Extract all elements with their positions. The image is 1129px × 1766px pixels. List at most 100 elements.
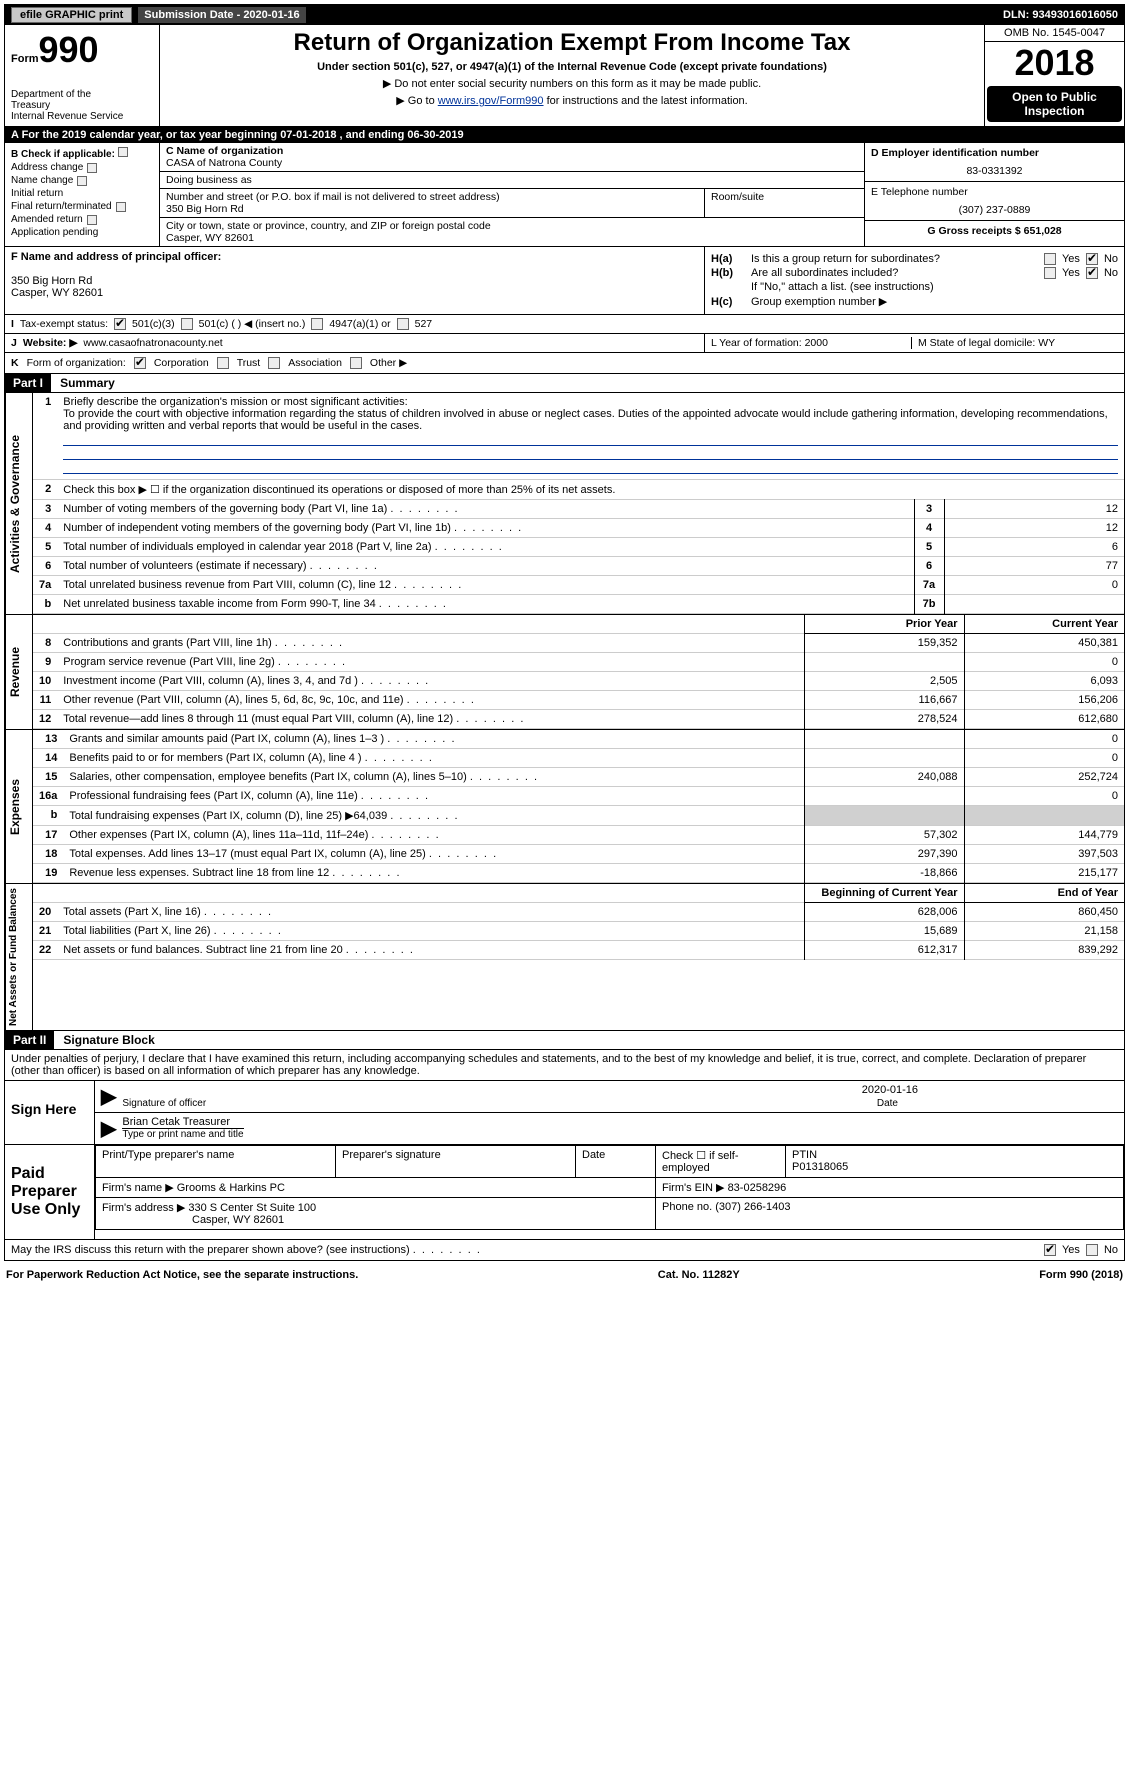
- sig-date-value: 2020-01-16: [122, 1084, 1118, 1098]
- net-assets-block: Net Assets or Fund Balances Beginning of…: [5, 884, 1124, 1031]
- check-initial-return[interactable]: Initial return: [11, 188, 153, 199]
- table-row: 10Investment income (Part VIII, column (…: [33, 672, 1124, 691]
- officer-addr-2: Casper, WY 82601: [11, 287, 698, 299]
- check-address-change[interactable]: Address change: [11, 162, 153, 173]
- table-row: 12Total revenue—add lines 8 through 11 (…: [33, 710, 1124, 729]
- paid-preparer-label: Paid Preparer Use Only: [5, 1145, 95, 1239]
- table-row: 19Revenue less expenses. Subtract line 1…: [33, 864, 1124, 883]
- activities-governance-block: Activities & Governance 1 Briefly descri…: [5, 393, 1124, 615]
- section-fh: F Name and address of principal officer:…: [5, 247, 1124, 315]
- tax-year: 2018: [985, 42, 1124, 84]
- header-right: OMB No. 1545-0047 2018 Open to Public In…: [984, 25, 1124, 126]
- state-domicile: M State of legal domicile: WY: [911, 337, 1118, 349]
- table-row: 4Number of independent voting members of…: [33, 519, 1124, 538]
- check-final-return[interactable]: Final return/terminated: [11, 201, 153, 212]
- table-row: 15Salaries, other compensation, employee…: [33, 768, 1124, 787]
- net-assets-table: Beginning of Current Year End of Year 20…: [33, 884, 1124, 960]
- topbar: efile GRAPHIC print Submission Date - 20…: [5, 5, 1124, 25]
- submission-date: Submission Date - 2020-01-16: [138, 7, 305, 23]
- ein-value: 83-0331392: [871, 165, 1118, 177]
- dln: DLN: 93493016016050: [997, 7, 1124, 23]
- firm-ein: 83-0258296: [728, 1182, 787, 1194]
- discuss-yesno[interactable]: Yes No: [1044, 1244, 1118, 1256]
- dept-line-3: Internal Revenue Service: [11, 111, 153, 122]
- check-corporation[interactable]: [134, 357, 146, 369]
- column-f: F Name and address of principal officer:…: [5, 247, 704, 314]
- irs-link[interactable]: www.irs.gov/Form990: [438, 95, 544, 107]
- form-subtitle: Under section 501(c), 527, or 4947(a)(1)…: [166, 61, 978, 73]
- table-row: bNet unrelated business taxable income f…: [33, 595, 1124, 614]
- table-row: 9Program service revenue (Part VIII, lin…: [33, 653, 1124, 672]
- expenses-table: 13Grants and similar amounts paid (Part …: [33, 730, 1124, 883]
- discuss-row: May the IRS discuss this return with the…: [5, 1240, 1124, 1260]
- footer-left: For Paperwork Reduction Act Notice, see …: [6, 1269, 358, 1281]
- footer-right: Form 990 (2018): [1039, 1269, 1123, 1281]
- table-row: 11Other revenue (Part VIII, column (A), …: [33, 691, 1124, 710]
- open-to-public-badge: Open to Public Inspection: [987, 86, 1122, 122]
- ha-yesno[interactable]: Yes No: [1044, 253, 1118, 265]
- expenses-block: Expenses 13Grants and similar amounts pa…: [5, 730, 1124, 884]
- check-527[interactable]: [397, 318, 409, 330]
- check-association[interactable]: [268, 357, 280, 369]
- firm-addr-1: 330 S Center St Suite 100: [188, 1202, 316, 1214]
- check-501c[interactable]: [181, 318, 193, 330]
- form-container: efile GRAPHIC print Submission Date - 20…: [4, 4, 1125, 1261]
- check-amended[interactable]: Amended return: [11, 214, 153, 225]
- header-center: Return of Organization Exempt From Incom…: [160, 25, 984, 126]
- phone-label: E Telephone number: [871, 186, 1118, 198]
- section-bcdeg: B Check if applicable: Address change Na…: [5, 143, 1124, 247]
- note-2: ▶ Go to www.irs.gov/Form990 for instruct…: [166, 94, 978, 107]
- governance-table: 1 Briefly describe the organization's mi…: [33, 393, 1124, 614]
- check-trust[interactable]: [217, 357, 229, 369]
- form-title: Return of Organization Exempt From Incom…: [166, 29, 978, 57]
- check-name-change[interactable]: Name change: [11, 175, 153, 186]
- arrow-icon: ▶: [101, 1116, 116, 1141]
- table-row: 20Total assets (Part X, line 16)628,0068…: [33, 903, 1124, 922]
- firm-addr-2: Casper, WY 82601: [192, 1214, 284, 1226]
- table-row: bTotal fundraising expenses (Part IX, co…: [33, 806, 1124, 826]
- check-4947[interactable]: [311, 318, 323, 330]
- org-name: CASA of Natrona County: [166, 157, 858, 169]
- row-a-tax-year: A For the 2019 calendar year, or tax yea…: [5, 127, 1124, 143]
- officer-addr-1: 350 Big Horn Rd: [11, 275, 698, 287]
- row-k: K Form of organization: Corporation Trus…: [5, 353, 1124, 374]
- preparer-table: Print/Type preparer's name Preparer's si…: [95, 1145, 1124, 1230]
- table-row: 5Total number of individuals employed in…: [33, 538, 1124, 557]
- check-pending[interactable]: Application pending: [11, 227, 153, 238]
- column-c: C Name of organization CASA of Natrona C…: [160, 143, 864, 246]
- city-label: City or town, state or province, country…: [166, 220, 858, 232]
- row-j: J Website: ▶ www.casaofnatronacounty.net…: [5, 334, 1124, 353]
- year-formation: L Year of formation: 2000: [711, 337, 911, 349]
- city-value: Casper, WY 82601: [166, 232, 858, 244]
- header-left: Form990 Department of the Treasury Inter…: [5, 25, 160, 126]
- table-row: 22Net assets or fund balances. Subtract …: [33, 941, 1124, 960]
- officer-name-title: Brian Cetak Treasurer: [122, 1116, 243, 1129]
- check-other[interactable]: [350, 357, 362, 369]
- table-row: 18Total expenses. Add lines 13–17 (must …: [33, 845, 1124, 864]
- form-number: Form990: [11, 29, 153, 71]
- signature-section: Under penalties of perjury, I declare th…: [5, 1049, 1124, 1260]
- sign-here-label: Sign Here: [5, 1081, 95, 1144]
- firm-name: Grooms & Harkins PC: [177, 1182, 285, 1194]
- table-row: 17Other expenses (Part IX, column (A), l…: [33, 826, 1124, 845]
- ptin-value: P01318065: [792, 1161, 848, 1173]
- table-row: 21Total liabilities (Part X, line 26)15,…: [33, 922, 1124, 941]
- column-b: B Check if applicable: Address change Na…: [5, 143, 160, 246]
- gross-receipts: G Gross receipts $ 651,028: [927, 225, 1061, 237]
- dba-label: Doing business as: [166, 174, 858, 186]
- phone-value: (307) 237-0889: [871, 204, 1118, 216]
- row-i: I Tax-exempt status: 501(c)(3) 501(c) ( …: [5, 315, 1124, 334]
- mission-text: To provide the court with objective info…: [63, 408, 1107, 432]
- check-501c3[interactable]: [114, 318, 126, 330]
- ein-label: D Employer identification number: [871, 147, 1118, 159]
- table-row: 6Total number of volunteers (estimate if…: [33, 557, 1124, 576]
- arrow-icon: ▶: [101, 1084, 116, 1109]
- checkbox-icon[interactable]: [118, 147, 128, 157]
- revenue-table: Prior Year Current Year 8Contributions a…: [33, 615, 1124, 729]
- check-self-employed[interactable]: Check ☐ if self-employed: [656, 1146, 786, 1178]
- hb-yesno[interactable]: Yes No: [1044, 267, 1118, 279]
- table-row: 8Contributions and grants (Part VIII, li…: [33, 634, 1124, 653]
- website-value: www.casaofnatronacounty.net: [83, 337, 222, 349]
- efile-print-button[interactable]: efile GRAPHIC print: [5, 7, 138, 23]
- form-header: Form990 Department of the Treasury Inter…: [5, 25, 1124, 127]
